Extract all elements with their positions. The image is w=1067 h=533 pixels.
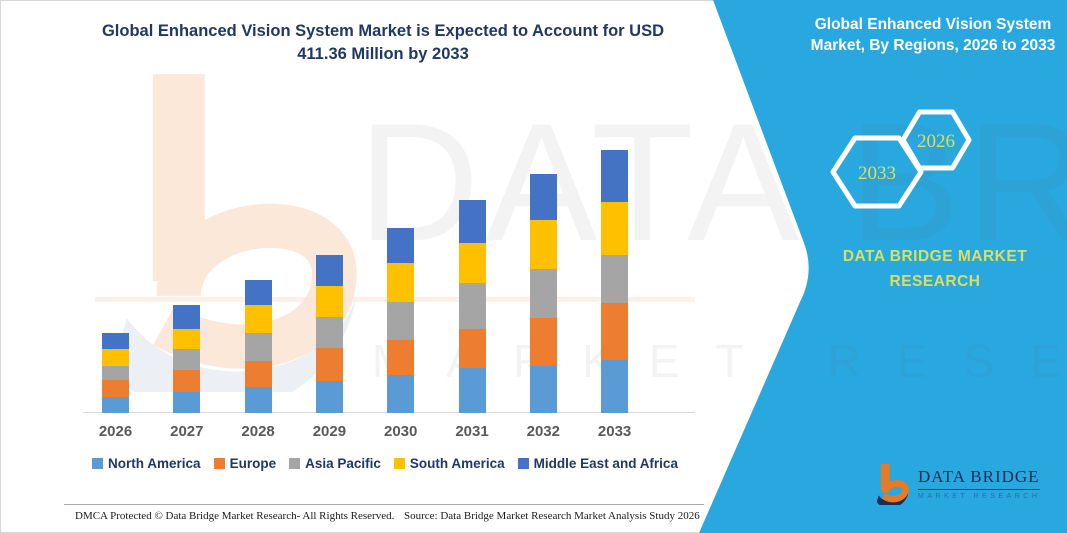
stacked-bar-2031 bbox=[458, 199, 486, 413]
bar-segment bbox=[458, 243, 486, 284]
legend-item: South America bbox=[393, 456, 505, 471]
bar-segment bbox=[173, 392, 201, 413]
bar-segment bbox=[529, 174, 557, 221]
hexagon-2026-icon bbox=[900, 109, 972, 171]
bar-segment bbox=[458, 368, 486, 413]
bar-segment bbox=[244, 387, 272, 413]
stacked-bar-2029 bbox=[315, 254, 343, 413]
x-axis-label: 2031 bbox=[455, 423, 489, 440]
bar-segment bbox=[601, 255, 629, 304]
stacked-bar-2032 bbox=[529, 174, 557, 413]
bar-segment bbox=[173, 328, 201, 349]
x-axis-label: 2029 bbox=[312, 423, 347, 440]
bar-segment bbox=[458, 199, 486, 244]
watermark-spaced-text: MARKET RESEARCH bbox=[372, 335, 1067, 387]
bar-segment bbox=[458, 283, 486, 329]
footer-dmca-text: DMCA Protected © Data Bridge Market Rese… bbox=[75, 510, 395, 522]
bar-segment bbox=[601, 359, 629, 413]
dbmr-logo-icon bbox=[876, 463, 909, 505]
x-axis-label: 2026 bbox=[98, 423, 133, 440]
legend-label: Asia Pacific bbox=[305, 456, 381, 471]
bar-segment bbox=[244, 279, 272, 305]
bar-segment bbox=[173, 369, 201, 392]
bar-segment bbox=[387, 262, 415, 302]
x-axis-label: 2033 bbox=[597, 423, 632, 440]
bar-segment bbox=[102, 349, 129, 367]
bar-segment bbox=[387, 227, 415, 263]
legend-label: South America bbox=[409, 456, 505, 471]
x-axis-label: 2028 bbox=[241, 423, 275, 440]
panel-title: Global Enhanced Vision System Market, By… bbox=[810, 16, 1056, 54]
footer-source-text: Source: Data Bridge Market Research Mark… bbox=[404, 510, 700, 522]
legend-label: Europe bbox=[229, 456, 277, 471]
legend-item: Asia Pacific bbox=[289, 456, 381, 471]
bar-segment bbox=[529, 317, 557, 366]
bar-segment bbox=[529, 269, 557, 318]
dbmr-logo-tagline: MARKET RESEARCH bbox=[918, 492, 1041, 500]
dbmr-logo: DATA BRIDGE MARKET RESEARCH bbox=[876, 461, 1041, 505]
bar-segment bbox=[387, 301, 415, 341]
bar-segment bbox=[315, 254, 343, 286]
bar-segment bbox=[315, 347, 343, 382]
bar-segment bbox=[173, 305, 201, 329]
stacked-bar-2026 bbox=[102, 333, 129, 413]
bar-segment bbox=[102, 379, 129, 398]
legend-swatch bbox=[92, 458, 104, 469]
hexagon-2033-label: 2033 bbox=[858, 163, 896, 184]
bar-segment bbox=[102, 397, 129, 413]
hexagon-2033-icon bbox=[830, 135, 924, 209]
bar-segment bbox=[244, 304, 272, 333]
legend-label: Middle East and Africa bbox=[533, 456, 678, 471]
bar-segment bbox=[458, 328, 486, 368]
chart-title: Global Enhanced Vision System Market is … bbox=[101, 22, 665, 63]
brand-text: DATA BRIDGE MARKET RESEARCH bbox=[842, 248, 1028, 290]
legend-label: North America bbox=[108, 456, 201, 471]
bar-segment bbox=[244, 332, 272, 361]
hexagon-2026-label: 2026 bbox=[917, 131, 955, 152]
stacked-bar-2030 bbox=[387, 227, 415, 413]
bar-segment bbox=[601, 150, 629, 202]
bar-segment bbox=[244, 360, 272, 388]
legend-swatch bbox=[517, 458, 529, 469]
bar-segment bbox=[601, 303, 629, 360]
legend-swatch bbox=[213, 458, 225, 469]
x-axis-label: 2032 bbox=[526, 423, 560, 440]
footer-divider bbox=[64, 504, 704, 505]
stacked-bar-2028 bbox=[244, 279, 272, 413]
legend: North America Europe Asia Pacific South Ame… bbox=[75, 456, 695, 471]
legend-item: Middle East and Africa bbox=[517, 456, 678, 471]
bar-segment bbox=[315, 381, 343, 413]
bar-segment bbox=[529, 365, 557, 413]
legend-swatch bbox=[289, 458, 301, 469]
dbmr-logo-text: DATA BRIDGE MARKET RESEARCH bbox=[918, 467, 1041, 500]
bar-segment bbox=[315, 317, 343, 348]
stacked-bar-2033 bbox=[601, 150, 629, 413]
legend-item: Europe bbox=[213, 456, 277, 471]
legend-swatch bbox=[393, 458, 405, 469]
bar-segment bbox=[601, 201, 629, 256]
legend-item: North America bbox=[92, 456, 201, 471]
bar-segment bbox=[387, 340, 415, 376]
hexagons-graphic: 2033 2026 bbox=[830, 109, 972, 209]
bar-segment bbox=[315, 285, 343, 318]
bar-segment bbox=[173, 348, 201, 370]
x-axis-label: 2030 bbox=[384, 423, 418, 440]
x-axis-label: 2027 bbox=[170, 423, 204, 440]
bar-segment bbox=[529, 220, 557, 270]
bar-segment bbox=[102, 366, 129, 380]
dbmr-logo-name: DATA BRIDGE bbox=[918, 467, 1041, 490]
bar-segment bbox=[387, 375, 415, 413]
stacked-bar-2027 bbox=[173, 305, 201, 413]
bar-segment bbox=[102, 333, 129, 350]
